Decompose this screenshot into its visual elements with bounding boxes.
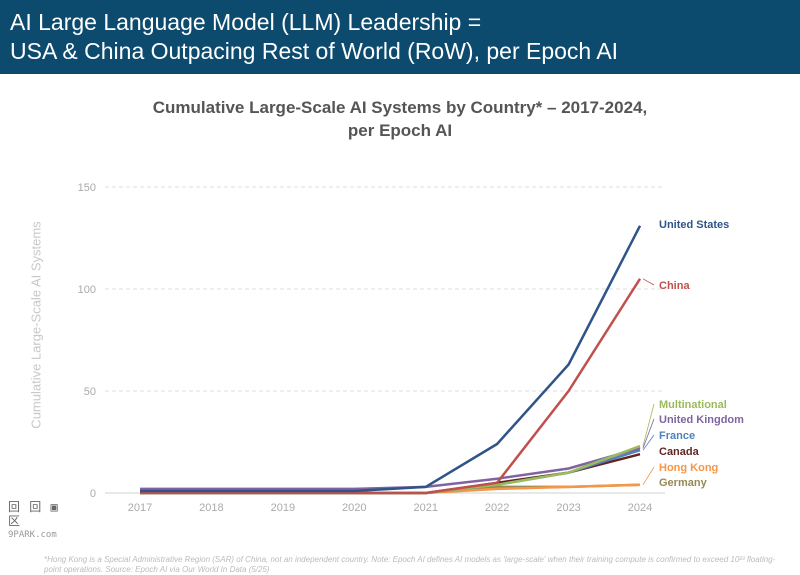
y-tick-label: 50 (84, 386, 96, 398)
watermark: 回 回 ▣ 区 9PARK.com (8, 500, 78, 542)
slide-header: AI Large Language Model (LLM) Leadership… (0, 0, 800, 74)
watermark-glyphs: 回 回 ▣ 区 (8, 500, 59, 528)
chart-title-line-2: per Epoch AI (347, 121, 453, 140)
series-line-united-states (140, 225, 642, 493)
series-label-france: France (659, 430, 695, 442)
watermark-text: 9PARK.com (8, 530, 57, 540)
x-tick-label: 2024 (628, 502, 652, 514)
x-tick-label: 2023 (556, 502, 580, 514)
x-tick-label: 2019 (271, 502, 295, 514)
series-label-united-kingdom: United Kingdom (659, 414, 744, 426)
series-label-canada: Canada (659, 446, 700, 458)
series-label-united-states: United States (659, 219, 729, 231)
series-label-hong-kong: Hong Kong (659, 462, 718, 474)
x-tick-label: 2020 (342, 502, 366, 514)
x-tick-label: 2017 (128, 502, 152, 514)
y-tick-label: 150 (78, 182, 96, 194)
leader-line-hong-kong (642, 466, 655, 486)
y-tick-label: 100 (78, 284, 96, 296)
leader-line-united-kingdom (642, 418, 655, 449)
series-line-united-kingdom (140, 446, 641, 491)
leader-line-multinational (642, 403, 655, 447)
slide-title-line-1: AI Large Language Model (LLM) Leadership… (10, 9, 482, 35)
series-line-china (140, 278, 642, 495)
slide-title-line-2: USA & China Outpacing Rest of World (RoW… (10, 38, 619, 64)
chart-title-line-1: Cumulative Large-Scale AI Systems by Cou… (152, 98, 648, 117)
y-tick-label: 0 (90, 488, 96, 500)
series-label-china: China (659, 280, 690, 292)
x-tick-label: 2018 (199, 502, 223, 514)
leader-line-france (642, 434, 655, 451)
footnote: *Hong Kong is a Special Administrative R… (44, 555, 776, 574)
x-tick-label: 2021 (413, 502, 437, 514)
x-tick-label: 2022 (485, 502, 509, 514)
series-label-germany: Germany (659, 477, 708, 489)
series-label-multinational: Multinational (659, 399, 727, 411)
chart-title: Cumulative Large-Scale AI Systems by Cou… (0, 96, 800, 142)
leader-line-china (642, 278, 655, 286)
